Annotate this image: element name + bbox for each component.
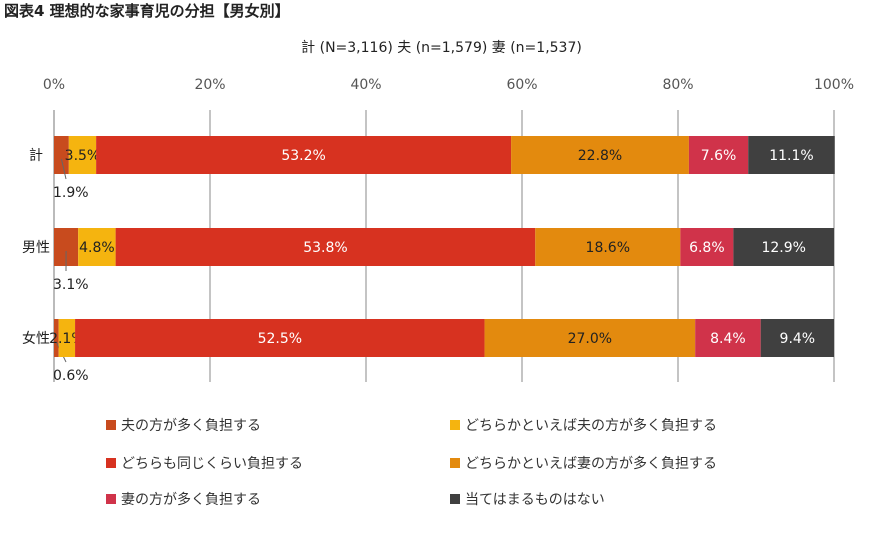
data-label: 0.6% [53, 368, 89, 384]
x-tick-label: 40% [350, 77, 381, 93]
x-tick-label: 80% [662, 77, 693, 93]
legend-swatch [450, 458, 460, 468]
chart-title: 図表4 理想的な家事育児の分担【男女別】 [4, 2, 290, 20]
bar-segment [115, 228, 536, 266]
bar-segment [58, 319, 76, 357]
data-label: 9.4% [780, 331, 816, 347]
bar-segment [68, 136, 97, 174]
data-label: 3.1% [53, 277, 89, 293]
data-label: 11.1% [769, 148, 813, 164]
data-label: 53.8% [303, 240, 347, 256]
bar-segment [680, 228, 734, 266]
bar-segment [748, 136, 835, 174]
bar-segment [760, 319, 834, 357]
leader-line [60, 158, 67, 180]
bar-segment [484, 319, 696, 357]
bar-segment [535, 228, 681, 266]
data-label: 4.8% [79, 240, 115, 256]
data-label: 22.8% [578, 148, 622, 164]
data-label: 7.6% [701, 148, 737, 164]
data-label: 3.5% [65, 148, 101, 164]
legend-swatch [450, 420, 460, 430]
chart-subtitle: 計 (N=3,116) 夫 (n=1,579) 妻 (n=1,537) [301, 40, 582, 56]
legend-swatch [106, 420, 116, 430]
data-label: 52.5% [258, 331, 302, 347]
bar-segment [78, 228, 116, 266]
category-label: 計 [29, 148, 43, 164]
data-label: 6.8% [689, 240, 725, 256]
bar-segment [511, 136, 689, 174]
legend-label: どちらかといえば夫の方が多く負担する [465, 417, 717, 434]
data-label: 12.9% [761, 240, 805, 256]
bar-segment [75, 319, 485, 357]
legend-label: どちらかといえば妻の方が多く負担する [465, 455, 717, 472]
data-label: 27.0% [568, 331, 612, 347]
legend-label: 当てはまるものはない [465, 492, 605, 508]
x-tick-label: 60% [506, 77, 537, 93]
legend-label: どちらも同じくらい負担する [121, 456, 303, 472]
data-label: 1.9% [53, 185, 89, 201]
legend-swatch [106, 494, 116, 504]
bar-segment [688, 136, 749, 174]
x-tick-label: 0% [43, 77, 65, 93]
legend-swatch [450, 494, 460, 504]
x-tick-label: 20% [194, 77, 225, 93]
data-label: 8.4% [710, 331, 746, 347]
bar-segment [695, 319, 761, 357]
bar-segment [54, 136, 69, 174]
category-label: 男性 [22, 240, 50, 256]
data-label: 53.2% [281, 148, 325, 164]
category-label: 女性 [22, 330, 50, 347]
x-tick-label: 100% [814, 77, 854, 93]
legend-label: 妻の方が多く負担する [121, 491, 261, 508]
data-label: 18.6% [586, 240, 630, 256]
bar-segment [54, 319, 59, 357]
bar-segment [733, 228, 834, 266]
legend-label: 夫の方が多く負担する [121, 417, 261, 434]
bar-segment [96, 136, 512, 174]
legend-swatch [106, 458, 116, 468]
